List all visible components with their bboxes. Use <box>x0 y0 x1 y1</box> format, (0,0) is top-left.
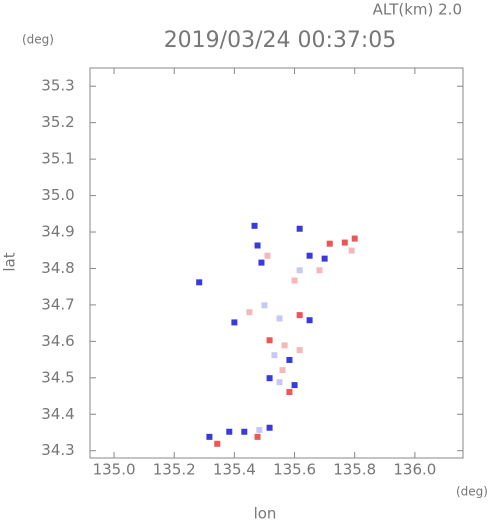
echo-point <box>306 252 313 259</box>
echo-point <box>326 240 333 247</box>
x-tick-label: 135.4 <box>213 461 256 479</box>
x-tick-label: 135.2 <box>153 461 196 479</box>
echo-point <box>206 433 213 440</box>
echo-point <box>214 440 221 447</box>
y-tick-label: 34.4 <box>41 405 74 423</box>
echo-point <box>291 382 298 389</box>
y-tick-label: 35.3 <box>41 77 74 95</box>
echo-point <box>271 352 278 359</box>
echo-point <box>196 279 203 286</box>
echo-point <box>281 342 288 349</box>
plot-frame <box>89 67 464 459</box>
x-tick-label: 136.0 <box>393 461 436 479</box>
echo-point <box>246 309 253 316</box>
echo-point <box>321 255 328 262</box>
y-tick-label: 34.8 <box>41 259 74 277</box>
echo-point <box>241 428 248 435</box>
echo-point <box>226 428 233 435</box>
echo-point <box>306 317 313 324</box>
echo-point <box>266 337 273 344</box>
y-tick-label: 35.1 <box>41 150 74 168</box>
echo-point <box>276 315 283 322</box>
x-tick-label: 135.8 <box>333 461 376 479</box>
x-unit: (deg) <box>456 485 488 499</box>
y-tick-label: 34.3 <box>41 441 74 459</box>
echo-point <box>264 252 271 259</box>
x-axis-label: lon <box>254 505 277 521</box>
x-tick-label: 135.0 <box>93 461 136 479</box>
y-tick-label: 34.9 <box>41 223 74 241</box>
x-tick-label: 135.6 <box>273 461 316 479</box>
echo-point <box>276 379 283 386</box>
echo-point <box>348 247 355 254</box>
echo-point <box>296 347 303 354</box>
echo-point <box>351 235 358 242</box>
echo-point <box>316 267 323 274</box>
echo-point <box>286 389 293 396</box>
y-tick-label: 34.6 <box>41 332 74 350</box>
chart-title: 2019/03/24 00:37:05 <box>164 28 397 53</box>
echo-point <box>279 367 286 374</box>
y-tick-label: 35.2 <box>41 113 74 131</box>
altitude-label: ALT(km) 2.0 <box>373 1 462 19</box>
y-tick-label: 35.0 <box>41 186 74 204</box>
echo-point <box>296 225 303 232</box>
echo-point <box>296 267 303 274</box>
echo-point <box>254 433 261 440</box>
echo-point <box>266 424 273 431</box>
y-unit: (deg) <box>22 33 54 47</box>
echo-point <box>261 302 268 309</box>
echo-point <box>286 356 293 363</box>
echo-point <box>266 375 273 382</box>
y-tick-label: 34.7 <box>41 295 74 313</box>
echo-point <box>231 319 238 326</box>
echo-point <box>291 277 298 284</box>
echo-point <box>296 312 303 319</box>
y-tick-label: 34.5 <box>41 368 74 386</box>
echo-point <box>256 426 263 433</box>
echo-point <box>251 222 258 229</box>
echo-point <box>341 239 348 246</box>
y-axis-label: lat <box>1 252 19 271</box>
echo-point <box>254 242 261 249</box>
echo-point <box>258 259 265 266</box>
